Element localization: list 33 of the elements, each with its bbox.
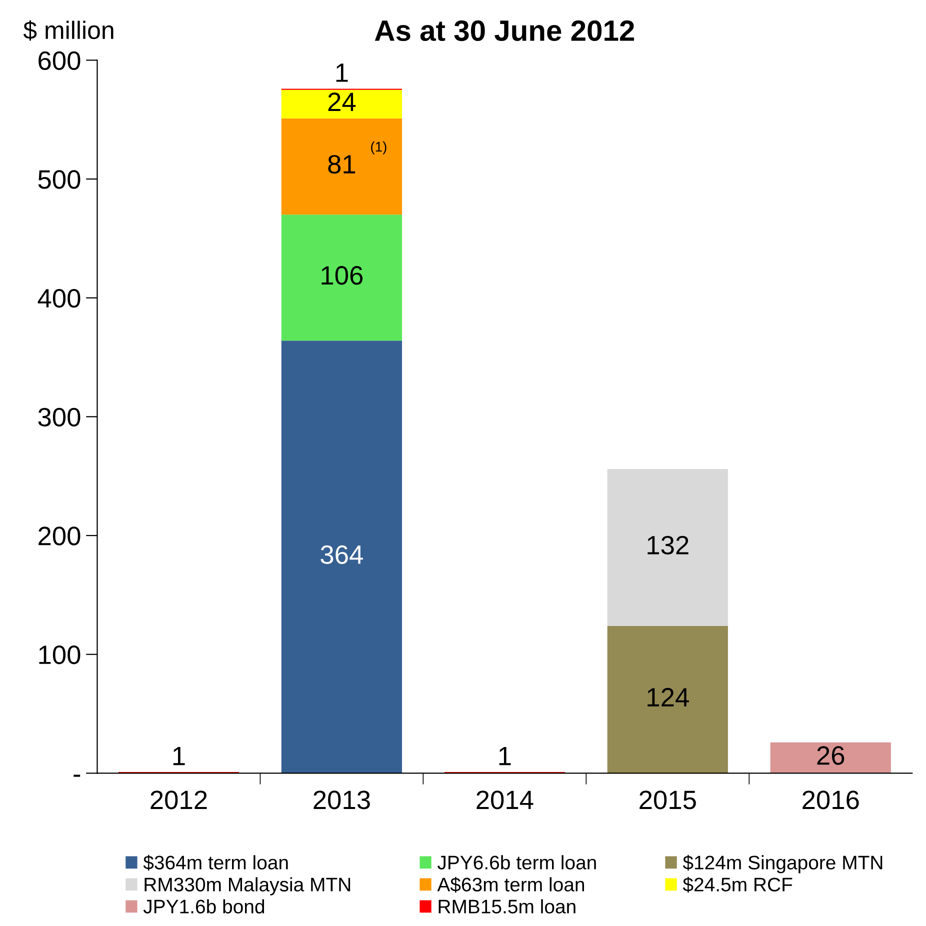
y-tick-label: - (74, 774, 80, 777)
legend-label: A$63m term loan (437, 876, 584, 893)
data-label: 26 (817, 746, 844, 765)
data-label: 132 (648, 536, 688, 555)
data-label: 1 (336, 64, 348, 82)
y-tick-label: 400 (38, 289, 80, 308)
x-tick-label: 2014 (476, 790, 534, 810)
legend-label: RMB15.5m loan (438, 899, 576, 914)
data-label: 364 (320, 545, 363, 564)
legend-label: JPY1.6b bond (143, 899, 264, 914)
y-tick-label: 300 (38, 408, 80, 427)
data-label: 81 (328, 154, 356, 174)
data-label: 24 (328, 92, 356, 111)
data-label: 106 (322, 266, 363, 285)
annotation: (1) (371, 141, 386, 154)
x-tick-label: 2016 (802, 790, 859, 810)
y-tick-label: 100 (39, 646, 80, 664)
x-tick-label: 2013 (314, 790, 370, 810)
legend-label: $24.5m RCF (682, 876, 792, 893)
y-tick-label: 500 (38, 170, 80, 189)
x-tick-label: 2015 (640, 790, 696, 810)
legend-label: RM330m Malaysia MTN (144, 877, 350, 896)
legend-label: $364m term loan (143, 854, 288, 871)
data-label: 1 (173, 746, 185, 766)
x-tick-label: 2012 (150, 790, 207, 810)
y-axis-title: $ million (23, 20, 114, 41)
data-label: 124 (648, 688, 689, 706)
legend-label: $124m Singapore MTN (682, 854, 882, 874)
data-label: 1 (499, 746, 511, 766)
legend-label: JPY6.6b term loan (438, 855, 596, 870)
y-tick-label: 600 (38, 51, 80, 70)
y-tick-label: 200 (38, 526, 80, 546)
chart-title: As at 30 June 2012 (374, 20, 634, 42)
